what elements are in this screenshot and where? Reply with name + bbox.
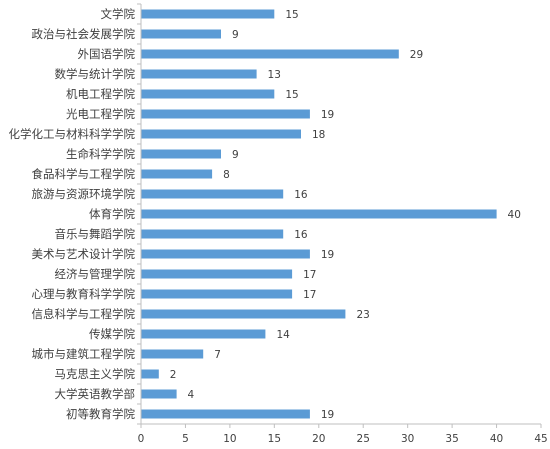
category-label: 光电工程学院 [66,107,135,121]
x-tick-label: 40 [490,433,503,445]
category-label: 马克思主义学院 [55,367,136,381]
data-label: 9 [232,149,239,161]
data-label: 14 [276,329,290,341]
bar [141,349,204,359]
data-label: 16 [294,189,308,201]
bar [141,389,177,399]
data-label: 17 [303,289,316,301]
data-label: 4 [188,389,195,401]
bar [141,309,346,319]
bar [141,409,310,419]
category-label: 传媒学院 [89,327,135,341]
bar [141,169,213,179]
category-label: 初等教育学院 [66,407,135,421]
bar [141,49,399,59]
data-label: 19 [321,249,334,261]
category-label: 数学与统计学院 [55,67,136,81]
x-tick-label: 25 [357,433,370,445]
data-label: 29 [410,49,423,61]
x-tick-label: 20 [312,433,325,445]
bar [141,189,284,199]
category-label: 化学化工与材料科学学院 [9,127,136,141]
x-tick-label: 5 [182,433,189,445]
category-label: 心理与教育科学学院 [32,287,136,301]
category-label: 文学院 [101,7,136,21]
category-label: 旅游与资源环境学院 [32,187,136,201]
category-label: 外国语学院 [78,47,136,61]
category-label: 生命科学学院 [66,147,135,161]
data-label: 9 [232,29,239,41]
category-label: 信息科学与工程学院 [32,307,136,321]
category-label: 城市与建筑工程学院 [32,347,136,361]
bar [141,229,284,239]
category-label: 音乐与舞蹈学院 [55,227,136,241]
data-label: 23 [356,309,369,321]
bar [141,249,310,259]
category-label: 大学英语教学部 [55,387,136,401]
x-tick-label: 45 [534,433,547,445]
data-label: 15 [285,89,298,101]
bar [141,369,159,379]
data-label: 15 [285,9,298,21]
data-label: 2 [170,369,177,381]
x-tick-label: 15 [268,433,281,445]
bar [141,9,275,19]
category-label: 政治与社会发展学院 [32,27,136,41]
data-label: 7 [214,349,221,361]
bar [141,149,221,159]
x-tick-label: 35 [445,433,458,445]
bar [141,69,257,79]
x-tick-label: 0 [138,433,145,445]
bar [141,29,221,39]
data-label: 19 [321,409,334,421]
bar [141,89,275,99]
category-label: 美术与艺术设计学院 [32,247,136,261]
data-label: 18 [312,129,325,141]
x-tick-label: 10 [223,433,236,445]
data-label: 40 [508,209,521,221]
bar [141,269,293,279]
data-label: 16 [294,229,308,241]
bar [141,329,266,339]
data-label: 8 [223,169,230,181]
bar [141,109,310,119]
data-label: 19 [321,109,334,121]
category-label: 食品科学与工程学院 [32,167,136,181]
data-label: 13 [268,69,281,81]
x-tick-label: 30 [401,433,414,445]
category-label: 体育学院 [89,207,135,221]
data-label: 17 [303,269,316,281]
bar [141,289,293,299]
category-label: 机电工程学院 [66,87,135,101]
bar [141,129,301,139]
category-label: 经济与管理学院 [55,267,136,281]
bar [141,209,497,219]
